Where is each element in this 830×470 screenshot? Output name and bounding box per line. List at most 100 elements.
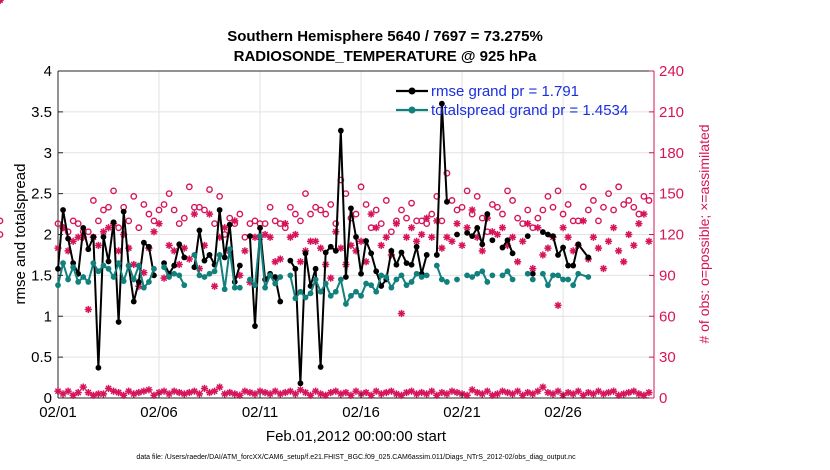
obs-assimilated-marker [428, 233, 436, 241]
rmse-point [236, 262, 243, 269]
obs-possible-marker [271, 217, 279, 225]
rmse-point [539, 229, 546, 235]
totalspread-point [565, 276, 572, 283]
legend: rmse grand pr = 1.791 totalspread grand … [396, 83, 628, 119]
obs-assimilated-marker [332, 387, 340, 395]
obs-assimilated-marker [59, 390, 67, 398]
rmse-point [221, 254, 228, 261]
totalspread-point [423, 272, 430, 279]
right-axis-label: # of obs: o=possible; ×=assimilated [696, 124, 712, 343]
obs-assimilated-marker [413, 237, 421, 245]
obs-assimilated-marker [589, 233, 597, 241]
obs-assimilated-marker [140, 269, 148, 277]
obs-possible-marker [95, 217, 102, 225]
obs-assimilated-marker [236, 391, 244, 399]
right-tick-label: 210 [659, 104, 684, 121]
obs-possible-marker [160, 201, 168, 208]
obs-assimilated-marker [160, 387, 168, 395]
obs-assimilated-marker [165, 241, 173, 249]
obs-assimilated-marker [251, 390, 259, 398]
rmse-point [110, 219, 117, 226]
obs-assimilated-marker [150, 228, 158, 236]
rmse-point [413, 243, 420, 250]
totalspread-point [393, 276, 400, 283]
legend-rmse-label: rmse grand pr = 1.791 [431, 83, 579, 100]
rmse-series-line [193, 209, 241, 283]
obs-assimilated-marker [311, 387, 320, 395]
obs-assimilated-marker [241, 247, 249, 255]
totalspread-point [438, 276, 445, 283]
obs-assimilated-marker [579, 217, 587, 225]
obs-assimilated-marker [392, 390, 401, 398]
obs-assimilated-marker [266, 233, 274, 241]
obs-assimilated-marker [266, 390, 274, 398]
totalspread-point [550, 272, 556, 279]
obs-assimilated-marker [94, 241, 103, 249]
obs-assimilated-marker [397, 309, 406, 318]
totalspread-point [70, 264, 77, 271]
obs-possible-marker [640, 192, 648, 200]
obs-assimilated-marker [327, 274, 335, 282]
rmse-point [216, 207, 223, 213]
obs-assimilated-marker [524, 220, 532, 228]
y-tick-label: 0 [44, 390, 52, 407]
obs-assimilated-marker [170, 387, 178, 395]
totalspread-point [302, 294, 309, 301]
obs-possible-marker [291, 210, 299, 218]
totalspread-point [151, 265, 157, 272]
obs-assimilated-marker [534, 387, 542, 395]
obs-assimilated-marker [488, 228, 496, 236]
obs-possible-marker [130, 192, 138, 200]
obs-assimilated-marker [630, 241, 638, 249]
rmse-point [70, 260, 77, 267]
y-axis-label: rmse and totalspread [12, 164, 29, 305]
obs-assimilated-marker [125, 387, 133, 395]
obs-possible-marker [297, 217, 304, 225]
totalspread-point [327, 292, 334, 299]
obs-assimilated-marker [574, 387, 582, 395]
rmse-series-line [289, 130, 428, 384]
totalspread-point [216, 252, 223, 258]
obs-possible-marker [251, 217, 259, 225]
rmse-point [524, 233, 531, 240]
obs-assimilated-marker [109, 387, 118, 395]
rmse-point [272, 274, 279, 280]
obs-assimilated-marker [276, 255, 284, 263]
y-axis-ticks: 0 0.5 1 1.5 2 2.5 3 3.5 4 [31, 63, 63, 407]
obs-assimilated-marker [276, 390, 284, 398]
rmse-point [408, 261, 415, 268]
obs-possible-marker [196, 203, 203, 211]
obs-possible-marker [630, 203, 638, 211]
right-tick-label: 30 [659, 349, 676, 366]
totalspread-series-line [289, 272, 428, 307]
totalspread-point [348, 292, 354, 299]
rmse-point [95, 364, 102, 371]
obs-possible-marker [579, 183, 587, 191]
obs-possible-marker [504, 187, 511, 195]
obs-assimilated-marker [402, 388, 411, 397]
rmse-point [337, 127, 344, 134]
obs-assimilated-marker [438, 388, 446, 397]
totalspread-point [398, 272, 405, 279]
totalspread-point [332, 288, 339, 295]
rmse-point [585, 254, 592, 261]
obs-assimilated-marker [286, 233, 294, 241]
obs-possible-marker [135, 224, 143, 232]
obs-assimilated-marker [342, 388, 350, 397]
obs-assimilated-marker [554, 301, 562, 309]
obs-assimilated-marker [448, 387, 456, 395]
obs-assimilated-marker [291, 390, 299, 398]
rmse-point [398, 249, 405, 256]
obs-assimilated-marker [317, 390, 325, 398]
obs-assimilated-marker [625, 230, 633, 239]
obs-possible-marker [185, 183, 193, 191]
obs-assimilated-marker [226, 388, 234, 397]
obs-possible-marker [170, 206, 178, 214]
totalspread-point [317, 288, 324, 295]
totalspread-point [560, 276, 566, 283]
obs-possible-marker [226, 214, 234, 222]
rmse-point [247, 233, 253, 240]
rmse-point [479, 241, 486, 248]
rmse-point [332, 247, 339, 254]
